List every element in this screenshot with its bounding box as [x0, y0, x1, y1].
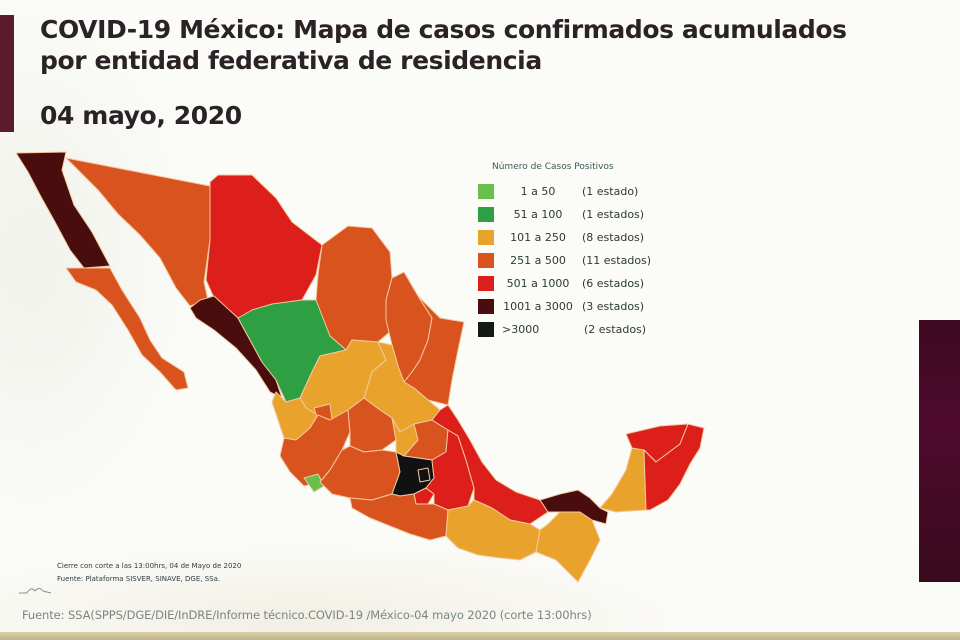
cutoff-note: Cierre con corte a las 13:00hrs, 04 de M… — [57, 562, 242, 570]
legend-count: (2 estados) — [584, 323, 647, 336]
legend-count: (1 estado) — [582, 185, 639, 198]
legend-count: (1 estados) — [582, 208, 645, 221]
state-chiapas — [535, 511, 601, 583]
legend-item: >3000 (2 estados) — [478, 318, 678, 341]
bottom-decorative-strip — [0, 632, 960, 640]
legend-swatch-over-3000 — [478, 322, 494, 337]
legend-range: 51 a 100 — [513, 208, 563, 221]
state-jalisco — [279, 409, 351, 487]
legend-item: 1 a 50 (1 estado) — [478, 180, 678, 203]
legend-count: (3 estados) — [582, 300, 645, 313]
legend-range: 251 a 500 — [510, 254, 566, 267]
legend-swatch-251-500 — [478, 253, 494, 268]
state-campeche — [599, 447, 647, 513]
legend-range: >3000 — [502, 323, 540, 336]
state-guerrero — [349, 493, 449, 541]
report-date: 04 mayo, 2020 — [40, 101, 242, 130]
legend-count: (11 estados) — [582, 254, 652, 267]
footer-source: Fuente: SSA(SPPS/DGE/DIE/InDRE/Informe t… — [22, 608, 592, 622]
legend-count: (6 estados) — [582, 277, 645, 290]
legend-swatch-101-250 — [478, 230, 494, 245]
legend-item: 51 a 100 (1 estados) — [478, 203, 678, 226]
mexico-choropleth-map — [15, 151, 705, 583]
legend-count: (8 estados) — [582, 231, 645, 244]
map-legend: Número de Casos Positivos 1 a 50 (1 esta… — [478, 162, 678, 341]
legend-item: 501 a 1000 (6 estados) — [478, 272, 678, 295]
state-oaxaca — [445, 499, 541, 561]
state-quintana-roo — [643, 423, 705, 511]
legend-item: 1001 a 3000 (3 estados) — [478, 295, 678, 318]
state-baja-california — [15, 151, 111, 269]
state-baja-california-sur — [65, 267, 189, 391]
legend-swatch-1001-3000 — [478, 299, 494, 314]
legend-range: 101 a 250 — [510, 231, 566, 244]
legend-swatch-51-100 — [478, 207, 494, 222]
platform-source-note: Fuente: Plataforma SISVER, SINAVE, DGE, … — [57, 575, 221, 583]
state-tabasco — [539, 489, 609, 525]
title-line-2: por entidad federativa de residencia — [40, 46, 542, 75]
state-guanajuato — [347, 397, 397, 453]
legend-swatch-1-50 — [478, 184, 494, 199]
title-line-1: COVID-19 México: Mapa de casos confirmad… — [40, 15, 847, 44]
page-title: COVID-19 México: Mapa de casos confirmad… — [40, 14, 920, 76]
legend-item: 251 a 500 (11 estados) — [478, 249, 678, 272]
state-cdmx — [417, 467, 431, 483]
legend-range: 1001 a 3000 — [503, 300, 573, 313]
legend-swatch-501-1000 — [478, 276, 494, 291]
legend-range: 501 a 1000 — [506, 277, 570, 290]
gov-logo-icon — [19, 588, 52, 594]
state-chihuahua — [205, 174, 323, 319]
brand-accent-bar-right — [919, 320, 960, 582]
brand-accent-bar-left — [0, 15, 14, 132]
legend-title: Número de Casos Positivos — [492, 162, 614, 172]
legend-item: 101 a 250 (8 estados) — [478, 226, 678, 249]
legend-range: 1 a 50 — [520, 185, 556, 198]
